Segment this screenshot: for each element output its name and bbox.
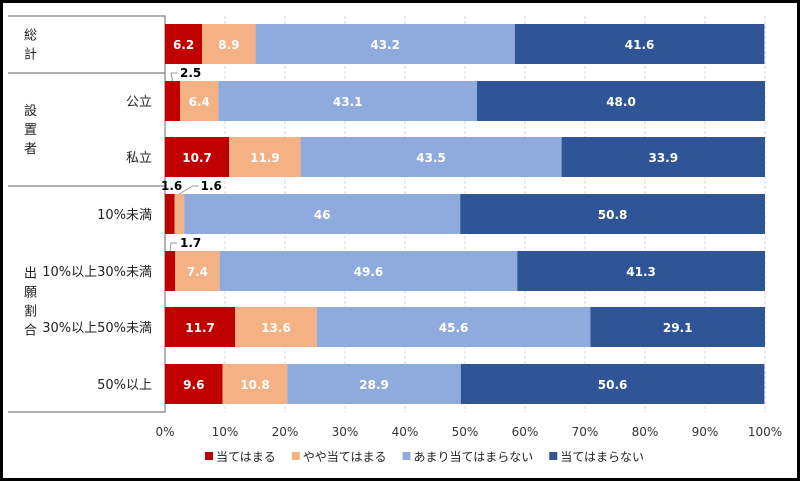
- x-tick-label: 20%: [272, 425, 299, 439]
- data-label: 50.8: [598, 208, 628, 222]
- data-label: 1.6: [201, 179, 222, 193]
- data-label: 10.7: [182, 151, 212, 165]
- bar-segment: [590, 307, 765, 347]
- data-label: 1.6: [161, 179, 182, 193]
- bar-segment: [316, 307, 591, 347]
- data-label: 28.9: [359, 378, 389, 392]
- bar-segment: [219, 251, 518, 291]
- x-tick-label: 80%: [632, 425, 659, 439]
- bar-segment: [175, 251, 220, 291]
- legend-label: 当てはまる: [216, 450, 276, 464]
- bar-segment: [229, 137, 301, 177]
- legend-swatch: [402, 452, 411, 460]
- category-label: 私立: [126, 151, 152, 166]
- bar-segment: [561, 137, 765, 177]
- bar-segment: [255, 24, 515, 64]
- bar-segment: [165, 137, 230, 177]
- bar-segment: [460, 364, 765, 404]
- category-label: 50%以上: [97, 378, 152, 393]
- legend-label: 当てはまらない: [560, 450, 644, 464]
- x-tick-label: 100%: [748, 425, 782, 439]
- leader-line: [169, 242, 177, 252]
- data-label: 50.6: [598, 378, 628, 392]
- bar-segment: [218, 81, 477, 121]
- data-label: 10.8: [240, 378, 270, 392]
- bar-segment: [180, 81, 219, 121]
- bar-segment: [517, 251, 765, 291]
- data-label: 49.6: [354, 265, 384, 279]
- category-label: 10%未満: [97, 208, 152, 223]
- bar-segment: [184, 194, 461, 234]
- data-label: 41.3: [626, 265, 656, 279]
- data-label: 6.4: [189, 95, 210, 109]
- x-tick-label: 30%: [332, 425, 359, 439]
- bar-segment: [165, 81, 180, 121]
- bar-segment: [235, 307, 317, 347]
- bar-segment: [165, 194, 175, 234]
- x-tick-label: 70%: [572, 425, 599, 439]
- data-label: 43.2: [370, 38, 400, 52]
- data-label: 6.2: [173, 38, 194, 52]
- category-label: 10%以上30%未満: [42, 265, 152, 280]
- leader-line: [170, 72, 177, 82]
- data-label: 33.9: [648, 151, 678, 165]
- bar-segment: [477, 81, 765, 121]
- bar-segment: [202, 24, 256, 64]
- data-label: 48.0: [606, 95, 636, 109]
- legend-label: あまり当てはまらない: [414, 450, 534, 464]
- data-label: 45.6: [439, 321, 469, 335]
- group-label-founder: 設置者: [21, 103, 36, 161]
- bar-segment: [165, 364, 223, 404]
- data-label: 11.7: [185, 321, 215, 335]
- bar-segment: [174, 194, 185, 234]
- data-label: 9.6: [183, 378, 204, 392]
- bar-segment: [222, 364, 288, 404]
- data-label: 43.1: [333, 95, 363, 109]
- x-tick-label: 50%: [452, 425, 479, 439]
- data-label: 29.1: [663, 321, 693, 335]
- x-tick-label: 90%: [692, 425, 719, 439]
- legend-swatch: [205, 452, 213, 460]
- bar-segment: [165, 251, 176, 291]
- x-tick-label: 10%: [212, 425, 239, 439]
- data-label: 8.9: [218, 38, 239, 52]
- leader-line: [179, 185, 199, 195]
- bar-segment: [165, 307, 236, 347]
- x-tick-label: 0%: [155, 425, 174, 439]
- x-tick-label: 40%: [392, 425, 419, 439]
- legend-label: やや当てはまる: [303, 450, 387, 464]
- data-label: 13.6: [261, 321, 291, 335]
- group-label-total: 総計: [21, 28, 36, 66]
- legend-swatch: [549, 452, 558, 460]
- bar-segment: [460, 194, 765, 234]
- x-tick-label: 60%: [512, 425, 539, 439]
- category-label: 公立: [126, 95, 152, 110]
- category-label: 30%以上50%未満: [42, 321, 152, 336]
- bar-segment: [300, 137, 562, 177]
- bar-segment: [165, 24, 203, 64]
- group-label-application-ratio: 出願割合: [21, 266, 36, 342]
- data-label: 7.4: [187, 265, 208, 279]
- data-label: 2.5: [180, 66, 201, 80]
- data-label: 1.7: [180, 236, 201, 250]
- data-label: 46: [314, 208, 331, 222]
- bar-segment: [514, 24, 765, 64]
- legend-swatch: [291, 452, 300, 460]
- data-label: 43.5: [416, 151, 446, 165]
- bar-segment: [287, 364, 461, 404]
- data-label: 11.9: [250, 151, 280, 165]
- data-label: 41.6: [625, 38, 655, 52]
